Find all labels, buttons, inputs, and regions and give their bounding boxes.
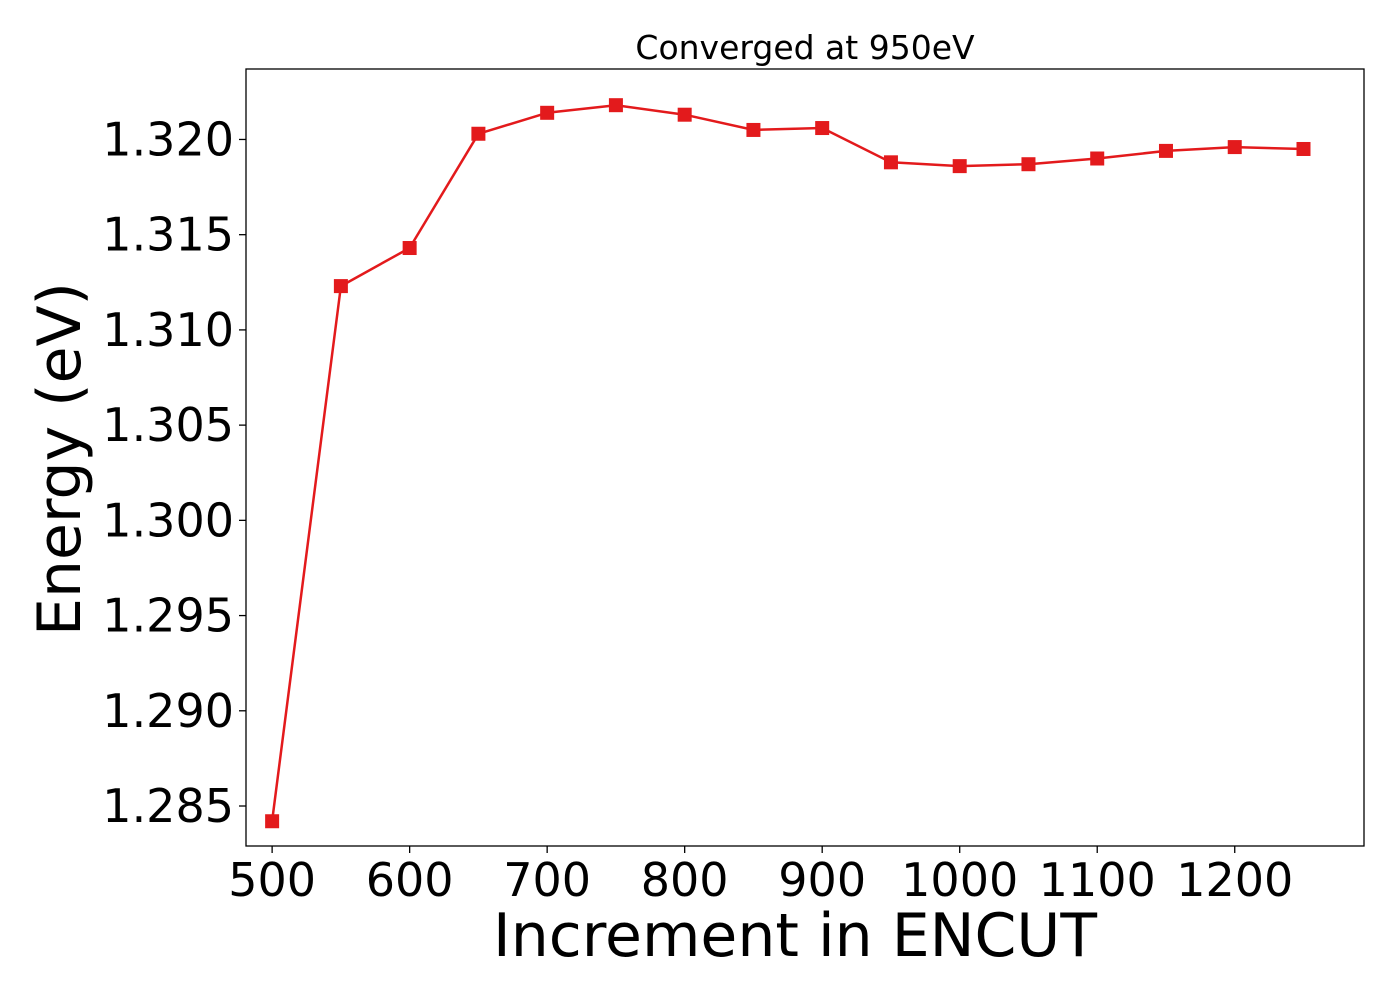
- y-axis-label: Energy (eV): [25, 282, 95, 636]
- y-tick-label: 1.285: [102, 779, 234, 833]
- data-point-marker: [333, 279, 348, 294]
- chart-title: Converged at 950eV: [635, 28, 975, 67]
- y-tick-label: 1.310: [102, 303, 234, 357]
- data-point-marker: [677, 107, 692, 122]
- x-tick-label: 600: [366, 853, 454, 907]
- data-point-marker: [883, 155, 898, 170]
- data-point-marker: [952, 159, 967, 174]
- y-tick-label: 1.305: [102, 398, 234, 452]
- plot-area: [239, 98, 1311, 853]
- plot-frame: [245, 68, 1365, 847]
- y-tick-label: 1.315: [102, 208, 234, 262]
- data-point-marker: [471, 126, 486, 141]
- x-tick-label: 800: [641, 853, 729, 907]
- y-tick-label: 1.290: [102, 684, 234, 738]
- data-point-marker: [746, 122, 761, 137]
- x-tick-label: 700: [503, 853, 591, 907]
- x-tick-label: 1200: [1176, 853, 1293, 907]
- x-tick-label: 500: [228, 853, 316, 907]
- data-point-marker: [1090, 151, 1105, 166]
- y-tick-label: 1.300: [102, 493, 234, 547]
- data-point-marker: [1021, 157, 1036, 172]
- x-tick-label: 1000: [901, 853, 1018, 907]
- data-point-marker: [608, 98, 623, 113]
- data-point-marker: [265, 814, 280, 829]
- y-tick-label: 1.320: [102, 112, 234, 166]
- data-point-marker: [402, 241, 417, 256]
- data-point-marker: [540, 105, 555, 120]
- x-tick-label: 900: [778, 853, 866, 907]
- y-tick-label: 1.295: [102, 589, 234, 643]
- x-tick-label: 1100: [1039, 853, 1156, 907]
- data-point-marker: [1227, 140, 1242, 155]
- data-point-marker: [815, 121, 830, 136]
- data-point-marker: [1158, 143, 1173, 158]
- data-point-marker: [1296, 141, 1311, 156]
- series-line: [270, 103, 1304, 822]
- x-axis-label: Increment in ENCUT: [493, 901, 1097, 971]
